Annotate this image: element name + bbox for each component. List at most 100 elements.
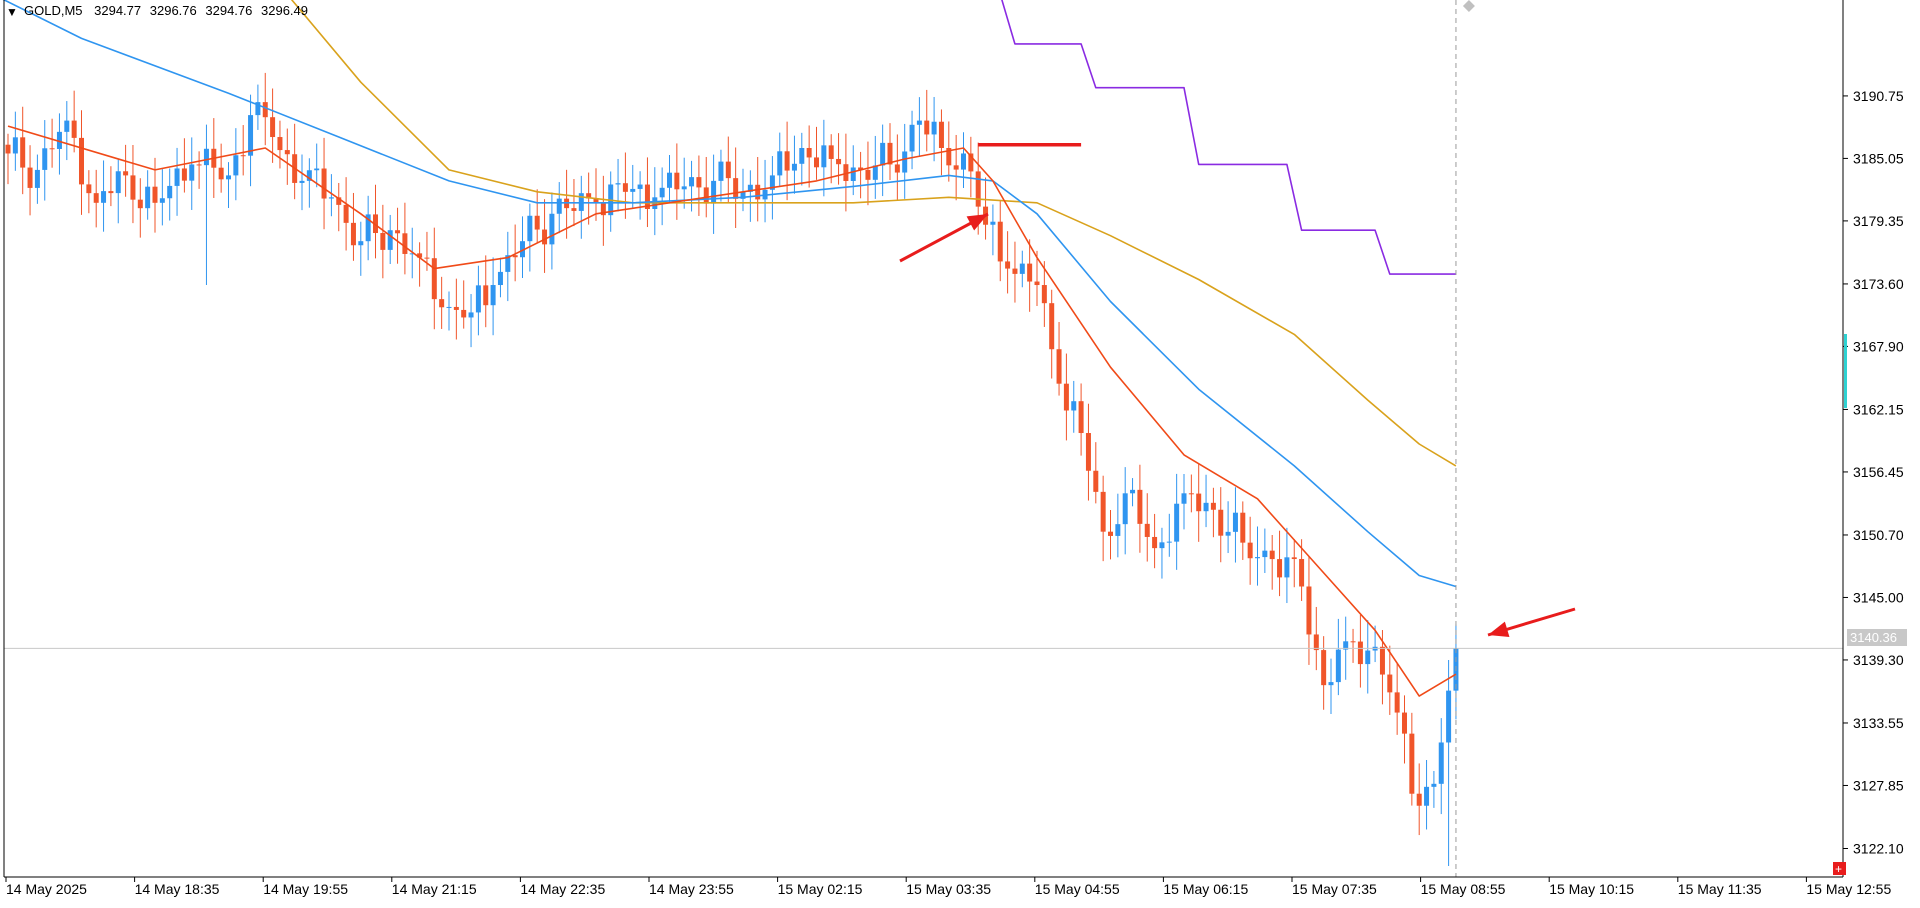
candle-body [314, 168, 320, 171]
candle [497, 257, 503, 298]
candle-body [424, 257, 430, 259]
candle-body [1424, 786, 1430, 806]
candle [1181, 474, 1187, 530]
candle-body [409, 253, 415, 255]
candle [784, 121, 790, 201]
candle-body [490, 285, 496, 306]
candle [115, 159, 121, 224]
current-arrow-head [1488, 621, 1510, 637]
candle-body [1137, 489, 1143, 524]
candle-body [1012, 268, 1018, 274]
candle [1269, 534, 1275, 590]
candle [799, 132, 805, 186]
candle [1299, 539, 1305, 601]
candle-body [924, 120, 930, 135]
candle-body [527, 215, 533, 242]
candle [446, 291, 452, 331]
candle-body [1181, 493, 1187, 504]
candle-body [1005, 261, 1011, 269]
candle [255, 84, 261, 130]
candle [350, 192, 356, 261]
candle [1085, 403, 1091, 501]
candle-body [534, 215, 540, 230]
candle [468, 294, 474, 348]
candle [880, 124, 886, 197]
candle-body [1402, 712, 1407, 734]
candle [1424, 759, 1430, 830]
candle [306, 158, 312, 208]
candle-body [1321, 650, 1327, 686]
candle-body [189, 164, 195, 181]
candle [1166, 513, 1172, 557]
candle [336, 182, 342, 232]
candle [373, 184, 378, 259]
candle-body [56, 131, 62, 149]
candle [1357, 614, 1363, 688]
candle-body [542, 229, 548, 245]
candle [299, 154, 305, 211]
candle [887, 123, 893, 180]
candle [189, 137, 195, 210]
candle [556, 182, 562, 234]
candle [42, 120, 48, 201]
x-tick-label: 14 May 18:35 [135, 881, 220, 897]
y-tick-label: 3156.45 [1853, 464, 1904, 480]
candle-body [174, 168, 180, 186]
candle [1291, 539, 1297, 588]
candle-body [1306, 586, 1312, 635]
candle [1240, 501, 1246, 560]
candle-body [894, 164, 900, 173]
header-close: 3296.49 [261, 3, 308, 18]
candle-body [791, 163, 797, 171]
candle-body [431, 258, 437, 300]
candle [916, 97, 922, 156]
candle-body [1291, 557, 1297, 560]
svg-text:GOLD,M5 3294.77 32: GOLD,M5 3294.77 3296.76 3294.76 3296.49 [24, 3, 308, 18]
candle-body [1240, 512, 1246, 543]
candle [696, 155, 702, 216]
candle-body [1225, 531, 1231, 536]
candle-body [880, 142, 886, 166]
header-triangle-icon[interactable]: ▼ [6, 5, 18, 19]
candle [395, 207, 401, 264]
candle [321, 137, 327, 230]
candle-body [1394, 692, 1400, 713]
candle [1041, 261, 1047, 327]
candle-body [865, 169, 871, 180]
candle-body [725, 161, 731, 179]
candle-body [1409, 733, 1415, 794]
candle [93, 169, 99, 228]
candle-body [497, 271, 503, 286]
candle-body [1196, 493, 1202, 512]
ema-mid-line [2, 0, 1457, 588]
candle [1122, 467, 1128, 555]
candle [630, 164, 636, 209]
candle-body [1100, 491, 1106, 532]
candle [226, 162, 231, 209]
candle-body [248, 115, 254, 156]
candle-body [1247, 542, 1253, 559]
candle-body [1446, 690, 1452, 743]
candle-body [836, 158, 842, 165]
candle [1431, 771, 1437, 808]
candle [1365, 620, 1371, 694]
candle-body [718, 161, 724, 181]
y-tick-label: 3133.55 [1853, 715, 1904, 731]
candle [674, 143, 680, 220]
close-chart-icon[interactable] [1833, 862, 1846, 875]
candle-body [586, 193, 592, 199]
candle [196, 151, 202, 189]
candle-body [975, 171, 981, 207]
candle [777, 132, 783, 187]
candle-body [181, 168, 187, 181]
candle [270, 88, 276, 163]
candle [542, 199, 548, 273]
candle [402, 202, 408, 275]
candle-body [233, 155, 239, 176]
candle-body [343, 204, 349, 223]
candle [1174, 473, 1180, 570]
candle [1218, 487, 1224, 563]
candle-body [262, 102, 268, 118]
indicators-layer [2, 0, 1457, 697]
